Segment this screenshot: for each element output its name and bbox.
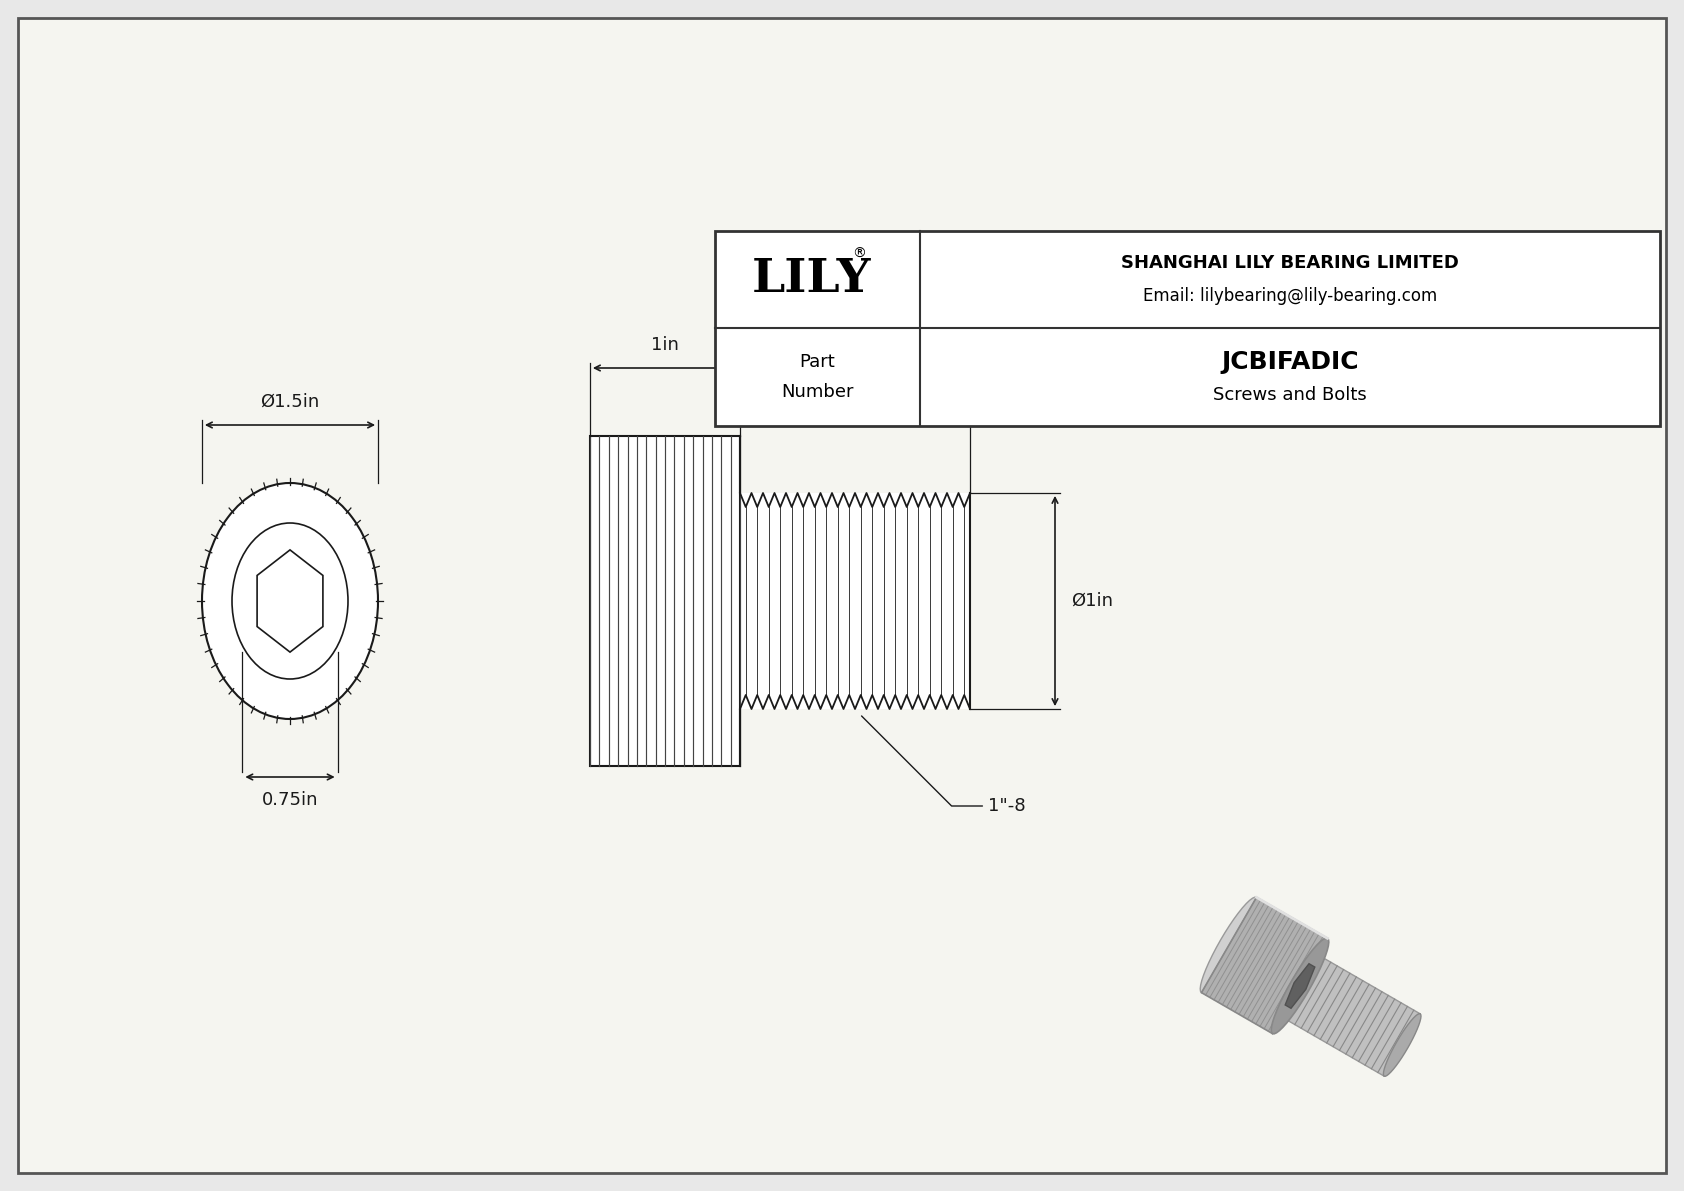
Text: Email: lilybearing@lily-bearing.com: Email: lilybearing@lily-bearing.com xyxy=(1143,287,1436,305)
Text: 1in: 1in xyxy=(652,336,679,354)
Text: Part
Number: Part Number xyxy=(781,354,854,400)
Polygon shape xyxy=(1282,955,1420,1077)
Ellipse shape xyxy=(202,484,377,719)
Text: 1"-8: 1"-8 xyxy=(862,716,1026,815)
Bar xyxy=(739,493,970,709)
Text: Ø1.5in: Ø1.5in xyxy=(261,393,320,411)
Polygon shape xyxy=(1271,939,1329,1034)
Text: JCBIFADIC: JCBIFADIC xyxy=(1221,350,1359,374)
Polygon shape xyxy=(1383,1014,1421,1077)
Text: LILY: LILY xyxy=(751,256,871,303)
Ellipse shape xyxy=(232,523,349,679)
Polygon shape xyxy=(258,550,323,653)
Polygon shape xyxy=(1201,897,1258,993)
Text: SHANGHAI LILY BEARING LIMITED: SHANGHAI LILY BEARING LIMITED xyxy=(1122,254,1458,272)
Bar xyxy=(716,231,1660,426)
Text: 1.5in: 1.5in xyxy=(832,336,877,354)
Text: ®: ® xyxy=(852,247,866,261)
Polygon shape xyxy=(1201,897,1327,1034)
Text: Screws and Bolts: Screws and Bolts xyxy=(1212,386,1367,404)
Text: Ø1in: Ø1in xyxy=(1071,592,1113,610)
Polygon shape xyxy=(1285,964,1315,1009)
Text: 0.75in: 0.75in xyxy=(261,791,318,809)
Bar xyxy=(589,436,739,766)
